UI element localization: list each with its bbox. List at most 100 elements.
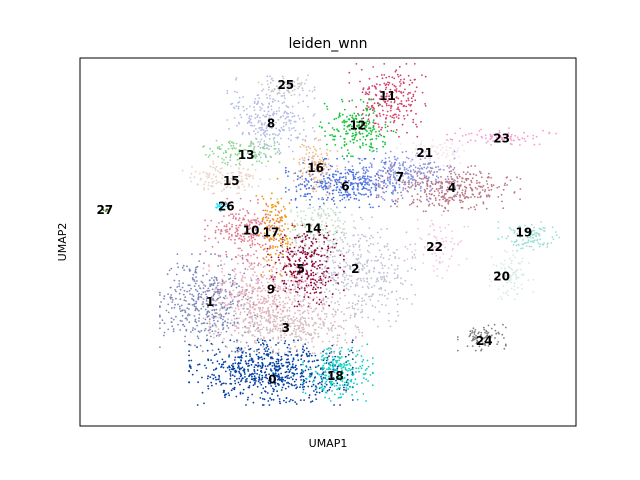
cluster-0-point	[269, 380, 272, 383]
cluster-3-point	[338, 334, 341, 336]
cluster-4-point	[431, 193, 433, 196]
cluster-6-point	[392, 200, 394, 203]
cluster-5-point	[332, 238, 335, 241]
cluster-5-point	[323, 271, 325, 273]
cluster-14-point	[324, 212, 326, 215]
cluster-5-point	[283, 280, 286, 282]
cluster-14-point	[325, 228, 327, 231]
cluster-5-point	[283, 234, 286, 237]
cluster-3-point	[338, 347, 341, 350]
cluster-9-point	[241, 275, 244, 277]
cluster-2-point	[363, 299, 366, 302]
cluster-1-point	[196, 324, 199, 327]
cluster-1-point	[215, 276, 218, 279]
cluster-2-point	[313, 228, 316, 231]
cluster-5-point	[301, 252, 304, 255]
cluster-11-point	[368, 86, 370, 88]
cluster-10-point	[255, 234, 258, 237]
cluster-7-point	[407, 177, 409, 179]
cluster-5-point	[317, 265, 320, 267]
cluster-2-point	[323, 243, 325, 246]
cluster-4-point	[447, 202, 450, 205]
cluster-15-point	[233, 184, 235, 187]
cluster-1-point	[170, 286, 172, 289]
cluster-14-point	[304, 214, 307, 217]
cluster-0-point	[295, 384, 297, 386]
cluster-5-point	[284, 290, 287, 292]
cluster-6-point	[321, 186, 324, 189]
cluster-3-point	[278, 341, 281, 344]
cluster-3-point	[300, 330, 303, 332]
cluster-12-point	[364, 129, 367, 131]
cluster-14-point	[325, 231, 327, 234]
cluster-5-point	[312, 265, 314, 267]
cluster-4-point	[474, 165, 476, 167]
cluster-11-point	[405, 63, 408, 65]
cluster-11-point	[395, 96, 398, 99]
cluster-0-point	[268, 404, 271, 406]
cluster-10-point	[238, 237, 241, 240]
cluster-1-point	[245, 341, 248, 344]
cluster-5-point	[312, 299, 315, 301]
cluster-4-point	[490, 184, 493, 186]
cluster-1-point	[213, 316, 216, 319]
cluster-3-point	[239, 341, 242, 343]
cluster-3-point	[218, 316, 221, 319]
cluster-15-point	[223, 184, 226, 187]
cluster-5-point	[307, 274, 310, 277]
cluster-2-point	[399, 296, 401, 299]
cluster-8-point	[262, 104, 264, 106]
cluster-1-point	[233, 296, 236, 298]
cluster-12-point	[345, 143, 348, 146]
cluster-9-point	[258, 308, 261, 311]
cluster-2-point	[317, 317, 320, 320]
cluster-1-point	[183, 299, 186, 302]
cluster-0-point	[230, 368, 233, 371]
cluster-10-point	[245, 258, 248, 261]
cluster-0-point	[297, 339, 299, 342]
cluster-12-point	[382, 140, 384, 143]
cluster-12-point	[375, 134, 378, 137]
cluster-4-point	[435, 188, 438, 191]
cluster-8-point	[265, 115, 268, 118]
cluster-5-point	[283, 282, 286, 285]
cluster-8-point	[285, 121, 288, 124]
cluster-10-point	[226, 228, 228, 231]
cluster-0-point	[286, 346, 289, 349]
cluster-6-point	[381, 187, 384, 189]
cluster-11-point	[394, 70, 397, 73]
cluster-4-point	[412, 201, 415, 204]
cluster-0-point	[237, 366, 239, 369]
cluster-10-point	[268, 224, 270, 227]
cluster-10-point	[247, 253, 249, 255]
cluster-4-point	[440, 196, 443, 198]
cluster-3-point	[233, 324, 236, 327]
cluster-14-point	[327, 212, 330, 215]
cluster-2-point	[414, 243, 417, 245]
cluster-6-point	[356, 184, 359, 187]
cluster-12-point	[326, 143, 328, 146]
cluster-7-point	[371, 150, 374, 153]
cluster-2-point	[377, 325, 379, 328]
cluster-10-point	[264, 243, 267, 246]
cluster-0-point	[274, 372, 277, 375]
cluster-12-point	[349, 140, 352, 143]
cluster-0-point	[242, 392, 244, 395]
cluster-1-point	[169, 297, 172, 300]
cluster-7-point	[402, 187, 405, 189]
cluster-11-point	[390, 129, 393, 132]
cluster-6-point	[295, 190, 298, 193]
cluster-2-point	[354, 263, 357, 265]
cluster-5-point	[304, 253, 307, 256]
cluster-12-point	[341, 113, 344, 116]
cluster-9-point	[215, 287, 218, 290]
cluster-7-point	[414, 183, 417, 185]
cluster-0-point	[280, 380, 283, 382]
cluster-9-point	[227, 303, 230, 305]
cluster-7-point	[351, 165, 354, 168]
cluster-12-point	[365, 114, 368, 117]
cluster-0-point	[258, 378, 261, 381]
cluster-1-point	[222, 328, 224, 331]
cluster-1-point	[189, 344, 192, 347]
cluster-4-point	[426, 180, 428, 183]
